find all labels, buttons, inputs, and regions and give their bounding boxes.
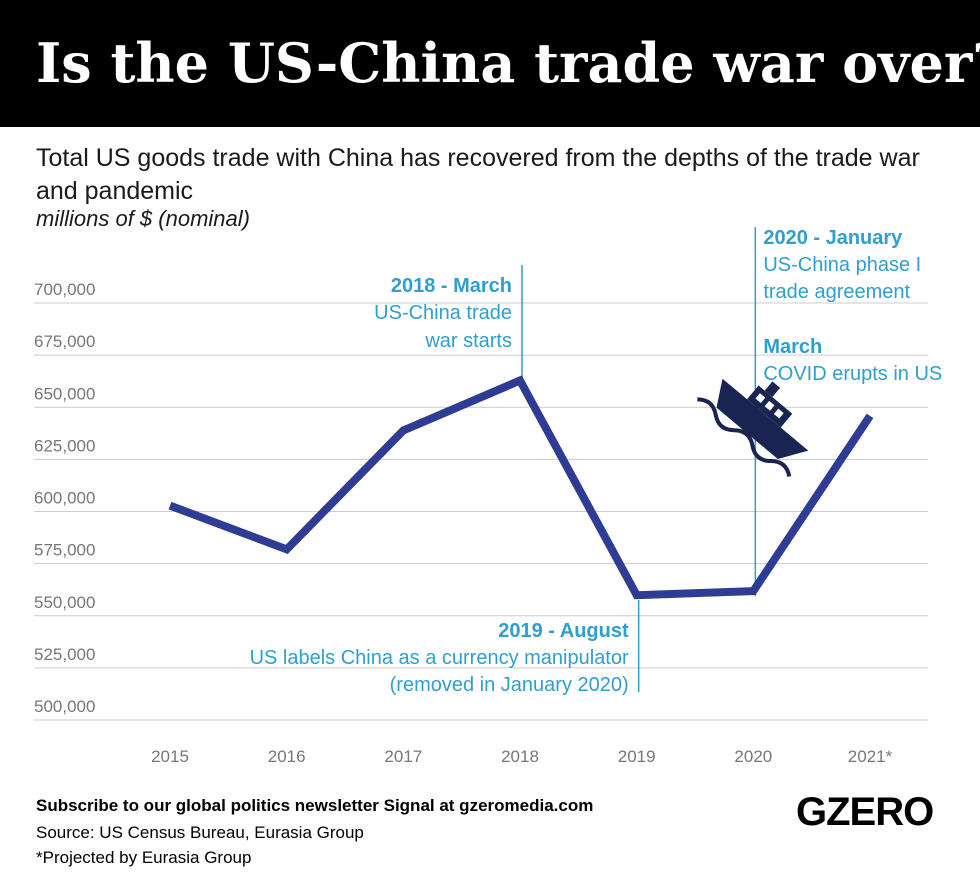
y-tick-label: 550,000: [34, 593, 95, 612]
annotation-2020-march-head: March: [763, 336, 822, 358]
annotation-2020-body: US-China phase I: [763, 254, 921, 276]
title-banner: Is the US-China trade war over?: [0, 0, 980, 127]
annotation-2018-body: war starts: [424, 330, 512, 352]
ship-icon: [697, 378, 809, 477]
newsletter-cta: Subscribe to our global politics newslet…: [36, 796, 594, 815]
source-note: Source: US Census Bureau, Eurasia Group: [36, 823, 364, 842]
x-tick-label: 2017: [384, 747, 422, 766]
page-title: Is the US-China trade war over?: [36, 31, 980, 95]
annotation-2018-body: US-China trade: [374, 302, 512, 324]
x-tick-label: 2020: [734, 747, 772, 766]
x-tick-label: 2019: [618, 747, 656, 766]
x-tick-label: 2018: [501, 747, 539, 766]
annotation-2020-body: trade agreement: [763, 281, 910, 303]
y-tick-label: 525,000: [34, 645, 95, 664]
y-tick-label: 575,000: [34, 541, 95, 560]
annotations: 2018 - March US-China trade war starts 2019…: [250, 227, 943, 696]
x-axis: 2015 2016 2017 2018 2019 2020 2021*: [151, 747, 893, 766]
y-tick-label: 675,000: [34, 332, 95, 351]
y-tick-label: 500,000: [34, 697, 95, 716]
series-line: [168, 375, 874, 600]
gzero-logo: GZERO: [796, 790, 934, 834]
x-tick-label: 2021*: [848, 747, 893, 766]
annotation-2019-body: (removed in January 2020): [390, 674, 629, 696]
y-tick-label: 650,000: [34, 384, 95, 403]
annotation-2018-head: 2018 - March: [391, 275, 512, 297]
x-tick-label: 2015: [151, 747, 189, 766]
x-tick-label: 2016: [268, 747, 306, 766]
annotation-2019-body: US labels China as a currency manipulato…: [250, 647, 629, 669]
line-chart: 500,000 525,000 550,000 575,000 600,000 625,0…: [34, 227, 943, 766]
y-tick-label: 625,000: [34, 436, 95, 455]
annotation-2019-head: 2019 - August: [498, 620, 629, 642]
annotation-2020-head: 2020 - January: [763, 227, 903, 249]
units-label: millions of $ (nominal): [36, 206, 250, 231]
annotation-2020-march-body: COVID erupts in US: [763, 363, 942, 385]
y-tick-label: 700,000: [34, 280, 95, 299]
projection-note: *Projected by Eurasia Group: [36, 848, 252, 867]
y-tick-label: 600,000: [34, 489, 95, 508]
chart-subtitle: Total US goods trade with China has reco…: [36, 144, 920, 205]
y-axis: 500,000 525,000 550,000 575,000 600,000 625,0…: [34, 280, 95, 716]
